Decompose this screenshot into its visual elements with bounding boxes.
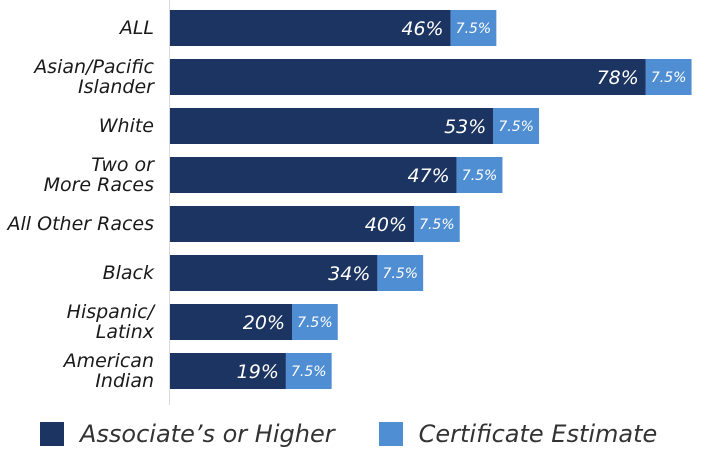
bar-associates [170,59,646,95]
category-label: American [62,350,154,372]
category-label: Black [103,262,155,284]
bar-associates [170,353,286,389]
data-label-associates: 78% [597,67,639,89]
data-label-associates: 19% [237,361,279,383]
data-label-certificate: 7.5% [419,217,455,233]
bar-associates [170,255,378,291]
legend-swatch-certificate [378,422,403,446]
category-label: Two or [91,154,155,176]
legend-label-associates: Associate’s or Higher [80,420,335,448]
data-label-associates: 53% [444,116,486,138]
bar-associates [170,206,414,242]
bar-certificate [414,206,460,242]
bar-certificate [377,255,424,291]
legend-label-certificate: Certificate Estimate [418,420,658,448]
bar-associates [170,108,494,144]
category-label: Islander [78,76,155,98]
bar-certificate [645,59,692,95]
data-label-associates: 20% [243,312,285,334]
bar-associates [170,304,292,340]
category-label: Hispanic/ [67,301,157,323]
data-label-certificate: 7.5% [498,119,534,135]
legend-item-certificate: Certificate Estimate [378,420,658,448]
bar-certificate [493,108,540,144]
bar-certificate [285,353,332,389]
bar-associates [170,10,451,46]
legend-swatch-associates [40,422,64,446]
data-label-certificate: 7.5% [297,315,333,331]
data-label-associates: 40% [365,214,407,236]
data-label-certificate: 7.5% [456,21,492,37]
bar-certificate [292,304,338,340]
category-label: All Other Races [6,213,155,235]
data-label-certificate: 7.5% [462,168,498,184]
data-label-certificate: 7.5% [291,364,327,380]
data-label-certificate: 7.5% [382,266,418,282]
data-label-associates: 47% [407,165,449,187]
bar-certificate [456,157,503,193]
category-label: Latinx [96,321,155,343]
bar-associates [170,157,457,193]
category-label: Asian/Pacific [32,56,154,78]
data-label-associates: 46% [401,18,443,40]
category-label: More Races [44,174,155,196]
category-label: White [99,115,154,137]
category-label: ALL [118,17,154,39]
legend: Associate’s or Higher Certificate Estima… [40,420,701,448]
category-label: Indian [95,370,154,392]
data-label-certificate: 7.5% [651,70,687,86]
data-label-associates: 34% [328,263,370,285]
bar-certificate [450,10,497,46]
legend-item-associates: Associate’s or Higher [40,420,335,448]
